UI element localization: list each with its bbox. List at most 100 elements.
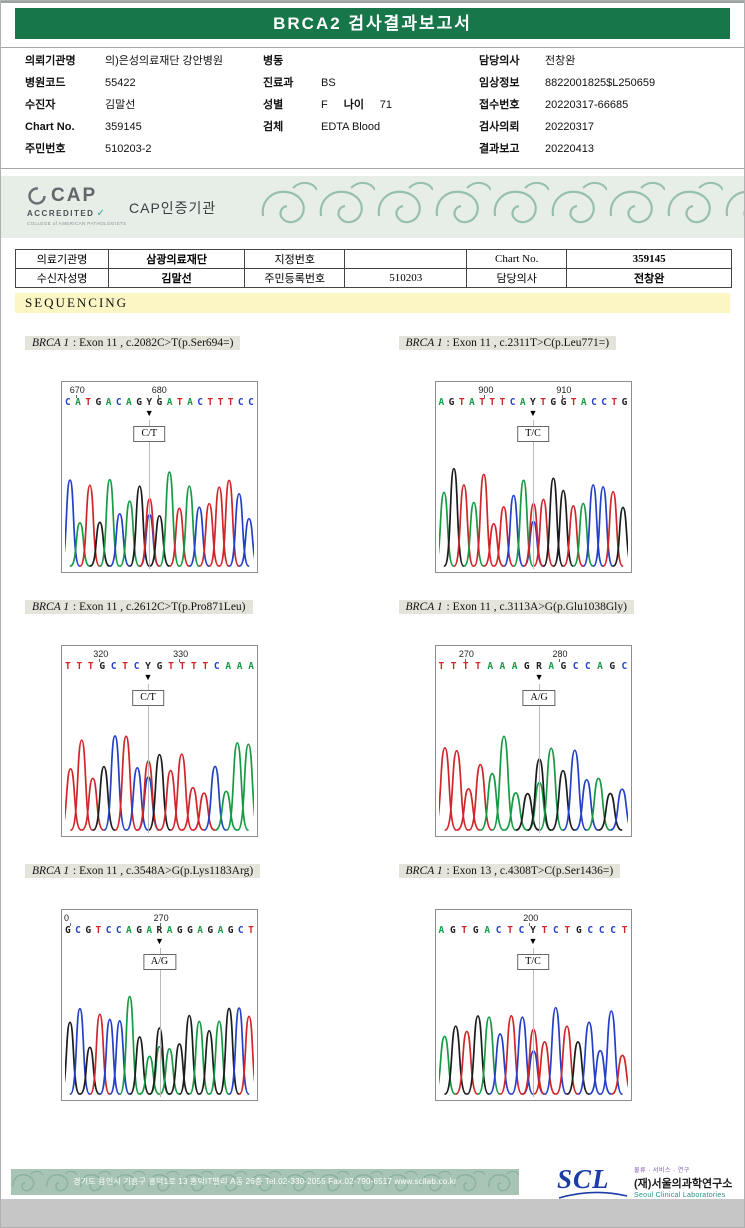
base-letter: G [449, 925, 456, 936]
table-label-cell: 담당의사 [466, 268, 568, 288]
base-letter: A [248, 661, 254, 672]
base-letter: T [461, 925, 468, 936]
base-letter: A [217, 925, 224, 936]
field-value: 71 [379, 99, 392, 111]
base-letter: C [553, 925, 559, 936]
trace-peak [438, 1035, 456, 1095]
field-label: 결과보고 [479, 143, 520, 155]
divider-patient [1, 168, 744, 169]
trace-peak [159, 769, 183, 831]
position-label: 680 [151, 385, 167, 398]
base-letter: A [126, 397, 132, 408]
panel-title: BRCA 1 : Exon 11 , c.3548A>G(p.Lys1183Ar… [25, 864, 261, 878]
base-letter: Y [530, 397, 536, 408]
variant-marker-line [533, 948, 534, 1097]
scl-logo-text: SCL [557, 1164, 610, 1194]
base-letter: R [156, 925, 163, 936]
trace-peak [99, 478, 121, 567]
patient-field: 성별 F 나이 71 [263, 98, 475, 120]
position-label: 270 [458, 649, 474, 662]
trace-peak [502, 494, 524, 567]
chromatogram: 200 A G T G A C T C Y T C T G C C C T ▼ T/C [434, 909, 632, 1101]
sequencing-panel: BRCA 1 : Exon 11 , c.2082C>T(p.Ser694=) 6… [15, 333, 357, 573]
base-letter: C [509, 397, 516, 408]
base-letter: T [570, 397, 577, 408]
base-letter: G [176, 925, 183, 936]
field-label: 접수번호 [479, 99, 520, 111]
sequencing-heading: SEQUENCING [15, 293, 730, 313]
base-letter: C [584, 661, 591, 672]
base-letter: T [564, 925, 571, 936]
trace-peak [609, 788, 628, 831]
trace-peak [159, 1048, 180, 1095]
cap-logo-text: CAP [51, 185, 98, 206]
scan-edge-top [1, 1, 744, 3]
position-label: 330 [173, 649, 189, 662]
base-letter: G [621, 397, 628, 408]
trace-peak [79, 1046, 101, 1095]
trace-peak [599, 1010, 623, 1095]
trace-peak [109, 512, 131, 567]
trace-peak [472, 473, 494, 567]
base-letter: A [126, 925, 132, 936]
base-letter: A [105, 397, 112, 408]
position-ruler: 0 270 [62, 913, 257, 926]
field-value: 전창완 [545, 55, 576, 67]
patient-field: 접수번호 20220317-66685 [479, 98, 737, 120]
base-letter: G [227, 925, 234, 936]
patient-field: Chart No. 359145 [25, 120, 263, 142]
trace-peak [482, 523, 504, 567]
base-letter: C [213, 661, 220, 672]
base-letter: A [187, 397, 193, 408]
base-letter: T [248, 925, 254, 936]
trace-peak [89, 521, 111, 567]
variant-call-label: T/C [517, 954, 549, 970]
cap-accredited-text: ACCREDITED [27, 209, 95, 218]
base-letter: T [621, 925, 628, 936]
base-letter: G [136, 397, 142, 408]
base-letter: G [99, 661, 106, 672]
base-letter: T [541, 925, 548, 936]
sequencing-panel: BRCA 1 : Exon 11 , c.2311T>C(p.Leu771=) 9… [389, 333, 731, 573]
base-letter: G [550, 397, 557, 408]
gene-name: BRCA 1 [405, 865, 443, 877]
base-letter: T [207, 397, 214, 408]
base-letter: G [560, 397, 567, 408]
patient-field: 의뢰기관명 의)은성의료재단 강안병원 [25, 54, 263, 76]
trace-peak [479, 772, 504, 831]
info-table-row: 의료기관명 삼광의료재단 지정번호 Chart No. 359145 [14, 249, 732, 269]
base-letter: G [95, 397, 102, 408]
base-letter: G [472, 925, 479, 936]
trace-peak [455, 788, 481, 831]
panel-title: BRCA 1 : Exon 11 , c.3113A>G(p.Glu1038Gl… [398, 600, 634, 614]
trace-peak [566, 1041, 589, 1095]
chromatogram: 0 270 G C G T C C A G A R A G G A G A G C T ▼ A/G [61, 909, 258, 1101]
base-letter: A [487, 661, 494, 672]
field-label: 나이 [343, 99, 364, 111]
base-letter: T [190, 661, 197, 672]
base-letter: R [536, 661, 542, 672]
base-letter: A [166, 925, 173, 936]
footer: 경기도 용인시 기흥구 흥덕1로 13 흥덕IT밸리 A동 26층 Tel.02… [1, 1164, 744, 1201]
trace-peak [610, 1054, 628, 1095]
variant-arrow-icon: ▼ [155, 936, 164, 946]
base-letter: A [519, 397, 526, 408]
base-letter: C [591, 397, 597, 408]
footer-tagline: 물류 · 서비스 · 연구 [634, 1168, 690, 1174]
base-letter: A [146, 925, 153, 936]
position-label: 200 [523, 913, 539, 926]
patient-field: 임상정보 8822001825$L250659 [479, 76, 737, 98]
position-label: 0 [63, 913, 71, 926]
base-letter: G [575, 925, 582, 936]
cap-college-text: COLLEGE of AMERICAN PATHOLOGISTS [27, 221, 127, 226]
base-letter: A [166, 397, 173, 408]
field-label: 의뢰기관명 [25, 55, 76, 67]
field-label: 담당의사 [479, 55, 520, 67]
field-label: Chart No. [25, 121, 75, 133]
base-letter: A [438, 397, 445, 408]
field-value: F [321, 99, 328, 111]
panel-title: BRCA 1 : Exon 11 , c.2311T>C(p.Leu771=) [398, 336, 617, 350]
variant-marker-line [533, 420, 534, 569]
trace-peak [532, 1041, 556, 1095]
gene-name: BRCA 1 [32, 337, 70, 349]
